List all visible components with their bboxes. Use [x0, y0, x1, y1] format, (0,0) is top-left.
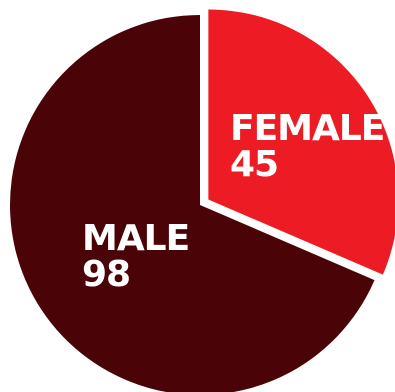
pie-slices	[10, 9, 395, 392]
slice-label-male: MALE	[82, 218, 189, 259]
pie-slice-male	[10, 15, 375, 392]
slice-value-male: 98	[82, 254, 130, 295]
slice-value-female: 45	[230, 144, 278, 185]
slice-label-female: FEMALE	[230, 108, 384, 149]
pie-slice-female	[208, 9, 395, 275]
